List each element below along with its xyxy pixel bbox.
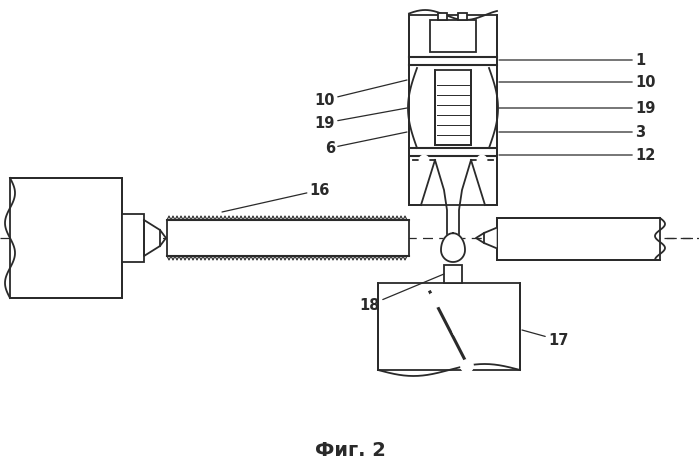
Text: 12: 12 bbox=[499, 147, 656, 162]
Circle shape bbox=[477, 156, 487, 165]
Circle shape bbox=[408, 323, 422, 337]
Bar bbox=[497, 218, 660, 260]
Bar bbox=[409, 15, 497, 205]
Text: 18: 18 bbox=[359, 274, 444, 312]
Text: 10: 10 bbox=[499, 75, 656, 90]
Bar bbox=[167, 220, 409, 256]
Polygon shape bbox=[144, 220, 160, 256]
Text: 16: 16 bbox=[222, 182, 330, 212]
Bar bbox=[430, 20, 476, 52]
Circle shape bbox=[453, 293, 467, 307]
Text: 1: 1 bbox=[499, 53, 645, 68]
Circle shape bbox=[388, 293, 402, 307]
Polygon shape bbox=[441, 233, 465, 262]
Text: 10: 10 bbox=[315, 80, 407, 107]
Text: 19: 19 bbox=[315, 108, 407, 130]
Circle shape bbox=[428, 323, 442, 337]
Circle shape bbox=[453, 323, 467, 337]
Bar bbox=[458, 13, 467, 20]
Circle shape bbox=[428, 293, 442, 307]
Text: 17: 17 bbox=[522, 330, 568, 348]
Circle shape bbox=[408, 293, 422, 307]
Bar bbox=[438, 13, 447, 20]
Circle shape bbox=[388, 323, 402, 337]
Bar bbox=[378, 283, 520, 370]
Circle shape bbox=[419, 156, 428, 165]
Text: 6: 6 bbox=[325, 132, 407, 156]
Bar bbox=[122, 214, 144, 262]
Polygon shape bbox=[484, 228, 496, 248]
Circle shape bbox=[461, 360, 473, 372]
Bar bbox=[444, 265, 462, 283]
Text: Фиг. 2: Фиг. 2 bbox=[315, 440, 385, 460]
Text: 3: 3 bbox=[499, 124, 645, 139]
Bar bbox=[10, 178, 122, 298]
Text: 19: 19 bbox=[499, 100, 656, 115]
Bar bbox=[435, 70, 471, 145]
